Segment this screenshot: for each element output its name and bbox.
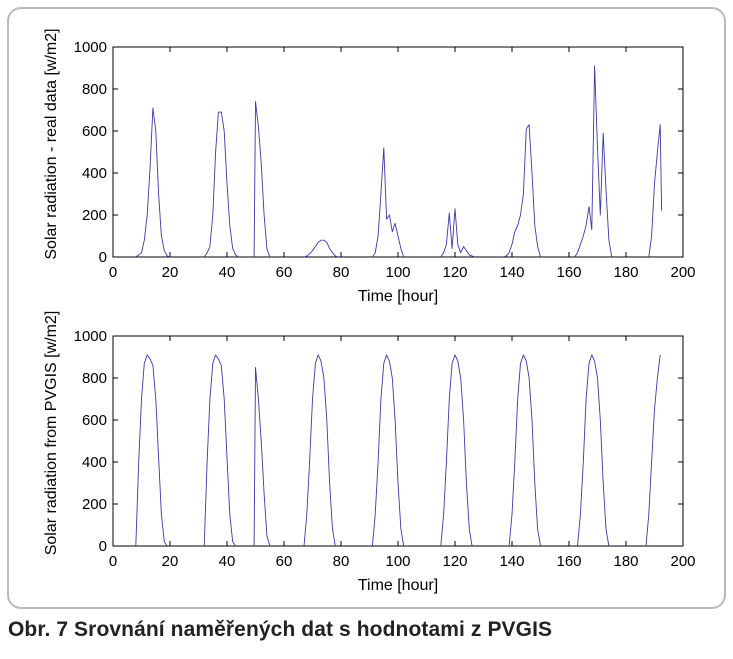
bottom-chart-y-tick-label: 200 (82, 496, 107, 513)
bottom-chart-x-tick-label: 80 (333, 553, 350, 570)
bottom-chart-series-line (303, 354, 336, 547)
bottom-chart-x-tick-label: 140 (499, 553, 524, 570)
top-chart-y-axis-label: Solar radiation - real data [w/m2] (43, 28, 60, 259)
top-chart-y-tick-label: 200 (82, 207, 107, 224)
bottom-chart-series-line (371, 354, 405, 547)
top-chart-x-axis-label: Time [hour] (358, 288, 438, 305)
top-chart-x-tick-label: 80 (333, 264, 350, 281)
bottom-chart-series-line (253, 367, 271, 547)
bottom-chart-x-tick-label: 120 (442, 553, 467, 570)
bottom-chart-x-tick-label: 20 (162, 553, 179, 570)
bottom-chart-x-tick-label: 180 (613, 553, 638, 570)
top-chart-series-line (648, 124, 663, 258)
bottom-chart-y-tick-label: 600 (82, 412, 107, 429)
bottom-chart-series-line (508, 354, 541, 547)
bottom-chart-x-tick-label: 200 (670, 553, 695, 570)
top-chart-series-line (135, 107, 171, 258)
top-chart-x-tick-label: 0 (109, 264, 117, 281)
bottom-chart-y-tick-label: 800 (82, 370, 107, 387)
top-chart-x-tick-label: 140 (499, 264, 524, 281)
top-chart-x-tick-label: 20 (162, 264, 179, 281)
bottom-chart-x-tick-label: 160 (556, 553, 581, 570)
bottom-chart-y-tick-label: 400 (82, 454, 107, 471)
top-chart-y-tick-label: 800 (82, 81, 107, 98)
bottom-chart-y-axis-label: Solar radiation from PVGIS [w/m2] (43, 311, 60, 556)
bottom-chart-y-tick-label: 0 (99, 538, 107, 555)
bottom-chart-x-tick-label: 40 (219, 553, 236, 570)
top-chart-y-tick-label: 600 (82, 123, 107, 140)
top-chart-x-tick-label: 60 (276, 264, 293, 281)
bottom-chart-plot-box (112, 335, 684, 547)
top-chart-series-line (372, 147, 405, 258)
figure-caption: Obr. 7 Srovnání naměřených dat s hodnota… (8, 618, 553, 641)
top-chart-x-tick-label: 180 (613, 264, 638, 281)
top-chart-y-tick-label: 1000 (74, 39, 107, 56)
top-chart-series-line (503, 124, 541, 258)
top-chart-series-line (253, 101, 271, 258)
bottom-chart-x-tick-label: 0 (109, 553, 117, 570)
top-chart-y-tick-label: 0 (99, 249, 107, 266)
top-chart-y-tick-label: 400 (82, 165, 107, 182)
figure-frame (7, 7, 726, 609)
top-chart-x-tick-label: 100 (385, 264, 410, 281)
bottom-chart-x-axis-label: Time [hour] (358, 577, 438, 594)
bottom-chart-x-tick-label: 60 (276, 553, 293, 570)
bottom-chart-series-line (135, 354, 168, 547)
top-chart-x-tick-label: 200 (670, 264, 695, 281)
top-chart-series-line (574, 65, 613, 258)
bottom-chart-series-line (440, 354, 473, 547)
top-chart-x-tick-label: 40 (219, 264, 236, 281)
top-chart-x-tick-label: 160 (556, 264, 581, 281)
bottom-chart-series-line (645, 354, 661, 547)
top-chart-series-line (203, 111, 239, 258)
bottom-chart-x-tick-label: 100 (385, 553, 410, 570)
top-chart-x-tick-label: 120 (442, 264, 467, 281)
bottom-chart-series-line (203, 354, 236, 547)
top-chart-series-line (303, 239, 339, 258)
bottom-chart-series-line (577, 354, 610, 547)
top-chart-series-line (440, 208, 476, 258)
bottom-chart-y-tick-label: 1000 (74, 328, 107, 345)
